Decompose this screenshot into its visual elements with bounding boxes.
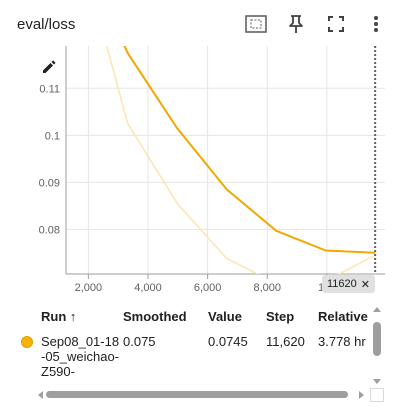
cell-relative: 3.778 hr bbox=[318, 334, 366, 349]
series-line-smoothed bbox=[123, 46, 376, 254]
x-tick-label: 4,000 bbox=[134, 282, 162, 294]
scrollbar-corner bbox=[370, 388, 384, 402]
fit-domain-button[interactable] bbox=[244, 12, 268, 36]
pin-icon bbox=[289, 15, 303, 33]
column-header-value[interactable]: Value bbox=[208, 309, 242, 324]
column-header-run[interactable]: Run ↑ bbox=[41, 309, 77, 324]
x-tick-label: 6,000 bbox=[194, 282, 222, 294]
scrollbar-arrows bbox=[373, 307, 381, 384]
pencil-icon bbox=[43, 60, 56, 73]
pin-button[interactable] bbox=[284, 12, 308, 36]
x-tick-label: 2,000 bbox=[75, 282, 103, 294]
data-table: Run ↑ Smoothed Value Step Relative Sep08… bbox=[0, 302, 400, 415]
edit-axis-button[interactable] bbox=[40, 58, 60, 78]
fullscreen-icon bbox=[328, 16, 344, 32]
run-name: Sep08_01-18-05_weichao-Z590- bbox=[41, 334, 120, 379]
scroll-right-arrow-icon bbox=[359, 391, 364, 399]
y-tick-label: 0.11 bbox=[39, 83, 60, 95]
y-tick-label: 0.09 bbox=[39, 177, 60, 189]
column-header-smoothed[interactable]: Smoothed bbox=[123, 309, 187, 324]
fit-domain-icon bbox=[245, 15, 267, 33]
fullscreen-button[interactable] bbox=[324, 12, 348, 36]
more-options-button[interactable] bbox=[364, 12, 388, 36]
column-header-relative[interactable]: Relative bbox=[318, 309, 368, 324]
y-tick-label: 0.08 bbox=[39, 224, 60, 236]
horizontal-scrollbar[interactable] bbox=[36, 388, 366, 402]
y-tick-label: 0.1 bbox=[45, 130, 60, 142]
step-cursor-label: 11620 bbox=[327, 278, 357, 290]
cell-smoothed: 0.075 bbox=[123, 334, 156, 349]
vertical-scrollbar[interactable] bbox=[370, 304, 384, 412]
run-color-swatch bbox=[21, 336, 33, 348]
more-vert-icon bbox=[374, 16, 378, 32]
scroll-left-arrow-icon bbox=[38, 391, 43, 399]
scroll-down-arrow-icon bbox=[373, 379, 381, 384]
scroll-up-arrow-icon bbox=[373, 307, 381, 312]
vertical-scrollbar-thumb[interactable] bbox=[373, 322, 381, 356]
cell-value: 0.0745 bbox=[208, 334, 248, 349]
card-header: eval/loss bbox=[0, 0, 400, 48]
x-tick-label: 8,000 bbox=[253, 282, 281, 294]
horizontal-scrollbar-thumb[interactable] bbox=[46, 391, 348, 398]
series-line-raw bbox=[105, 46, 376, 274]
h-scrollbar-arrows bbox=[38, 391, 364, 399]
step-cursor-chip[interactable]: 11620 ✕ bbox=[322, 275, 375, 293]
card-title: eval/loss bbox=[17, 16, 76, 33]
close-icon[interactable]: ✕ bbox=[360, 278, 370, 291]
column-header-step[interactable]: Step bbox=[266, 309, 295, 324]
cell-step: 11,620 bbox=[266, 334, 305, 349]
grid bbox=[66, 46, 385, 274]
series-lines bbox=[105, 46, 376, 274]
